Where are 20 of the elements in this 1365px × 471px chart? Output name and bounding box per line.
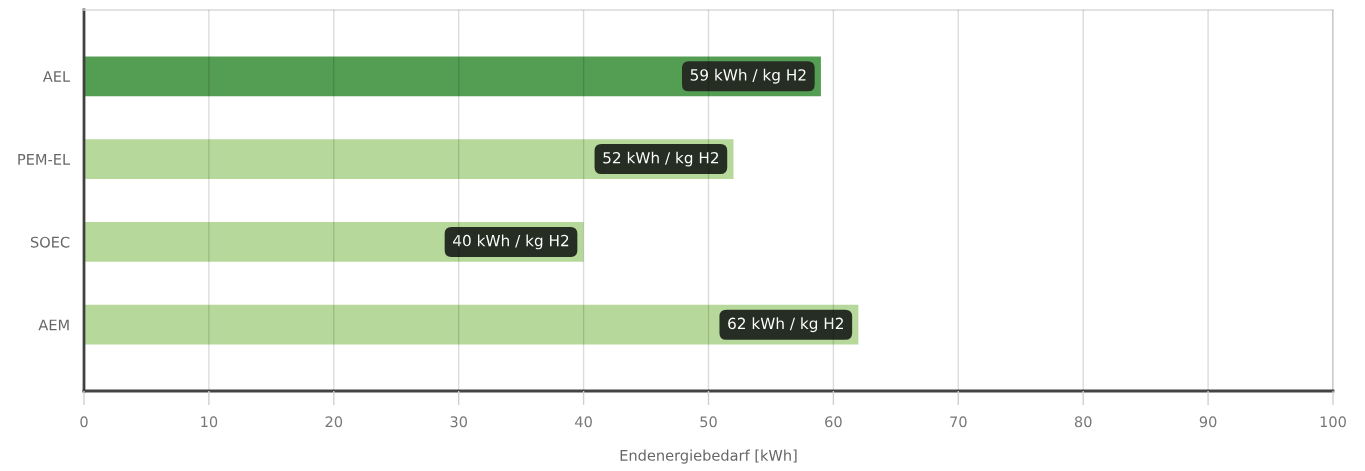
x-tick-label: 90 <box>1199 416 1217 428</box>
x-tick-label: 60 <box>825 416 842 428</box>
y-tick-label: AEM <box>38 319 69 331</box>
x-tick-label: 100 <box>1320 416 1346 428</box>
data-label: 62 kWh / kg H2 <box>728 317 843 333</box>
x-tick-label: 50 <box>700 416 717 428</box>
y-tick-label: PEM-EL <box>18 154 71 165</box>
x-tick-label: 80 <box>1074 416 1092 428</box>
x-axis-title: Endenergiebedarf [kWh] <box>620 449 797 464</box>
x-tick-label: 70 <box>950 416 967 428</box>
data-label: 59 kWh / kg H2 <box>690 68 806 84</box>
x-tick-label: 40 <box>575 416 592 428</box>
y-tick-label: AEL <box>42 71 71 82</box>
data-label: 40 kWh / kg H2 <box>453 234 569 250</box>
x-tick-label: 30 <box>450 416 468 428</box>
x-tick-label: 20 <box>325 416 343 428</box>
y-tick-label: SOEC <box>30 236 70 248</box>
x-tick-label: 10 <box>201 416 218 428</box>
x-tick-label: 0 <box>80 416 88 428</box>
data-label: 52 kWh / kg H2 <box>603 151 719 167</box>
